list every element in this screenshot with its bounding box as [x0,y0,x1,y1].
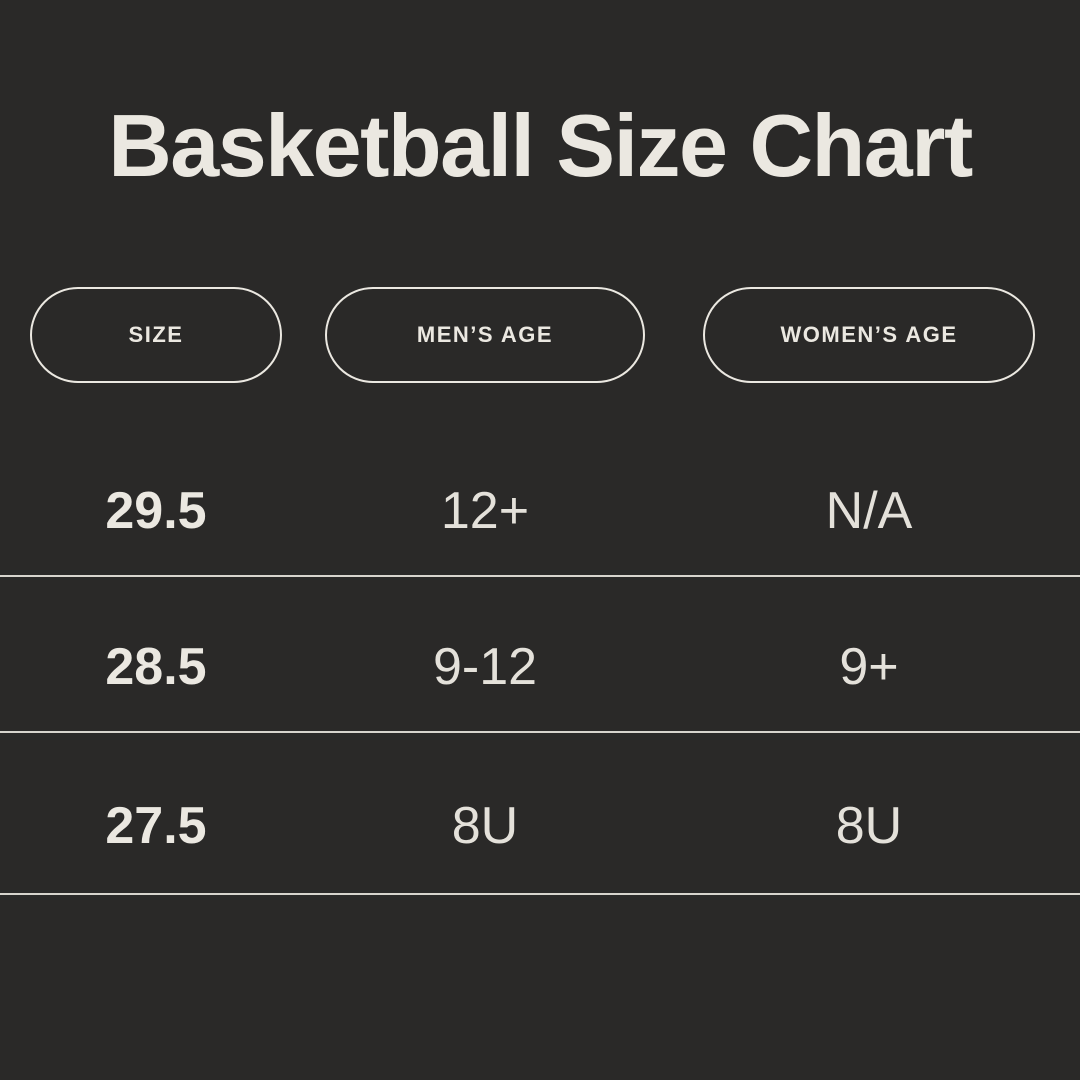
page-title: Basketball Size Chart [108,96,973,195]
table-body: 29.5 12+ N/A 28.5 9-12 9+ 27.5 8U 8U [0,421,1080,895]
header-cell-size: SIZE [0,287,312,383]
cell-size: 28.5 [105,638,207,696]
cell-womens-age: 8U [835,797,903,855]
cell-mens-age: 12+ [440,482,530,540]
cell-womens-age: 9+ [839,638,899,696]
table-header-row: SIZE MEN’S AGE WOMEN’S AGE [0,287,1080,383]
column-header-size-label: SIZE [128,322,184,347]
column-header-womens-age-label: WOMEN’S AGE [780,322,958,347]
cell-mens-age: 9-12 [432,638,538,696]
cell-mens-age: 8U [451,797,519,855]
cell-womens-age: N/A [825,482,913,540]
cell-size: 27.5 [105,797,207,855]
column-header-mens-age-label: MEN’S AGE [416,322,554,347]
table-row: 29.5 12+ N/A [0,421,1080,577]
column-header-womens-age: WOMEN’S AGE [703,287,1035,383]
table-row: 28.5 9-12 9+ [0,577,1080,733]
table-row: 27.5 8U 8U [0,733,1080,895]
column-header-mens-age: MEN’S AGE [325,287,645,383]
cell-size: 29.5 [105,482,207,540]
column-header-size: SIZE [30,287,282,383]
header-cell-womens-age: WOMEN’S AGE [658,287,1080,383]
header-cell-mens-age: MEN’S AGE [312,287,658,383]
